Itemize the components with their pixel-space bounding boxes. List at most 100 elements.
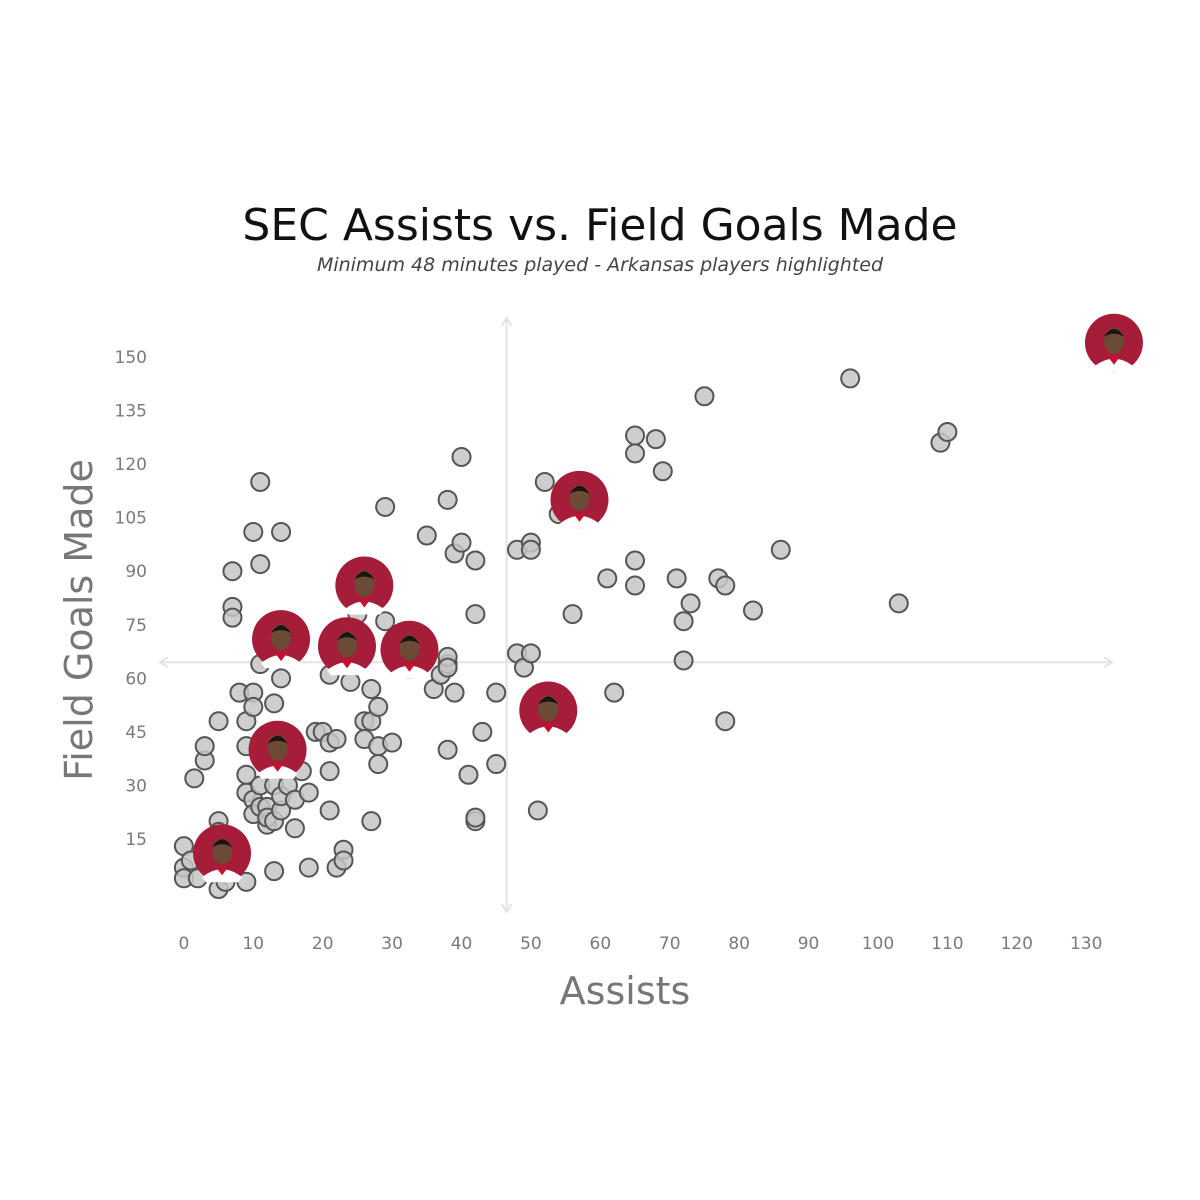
data-point: [625, 550, 646, 571]
y-tick-label: 60: [125, 669, 147, 689]
reference-lines: [158, 316, 1114, 914]
data-point: [534, 471, 555, 492]
jersey-collar: [1107, 356, 1120, 365]
arrow-down-icon: [500, 903, 513, 914]
data-point: [451, 532, 472, 553]
data-point: [319, 761, 340, 782]
data-point: [743, 600, 764, 621]
jersey-shape: [1093, 358, 1134, 372]
x-tick-label: 120: [1001, 934, 1033, 954]
highlighted-player-point: [252, 610, 311, 669]
data-point: [694, 386, 715, 407]
data-point: [465, 550, 486, 571]
data-point: [319, 800, 340, 821]
chart-subtitle: Minimum 48 minutes played - Arkansas pla…: [317, 254, 884, 276]
data-point: [625, 443, 646, 464]
data-point: [465, 604, 486, 625]
data-point: [437, 657, 458, 678]
jersey-collar: [403, 663, 416, 672]
data-point: [465, 807, 486, 828]
y-tick-label: 45: [125, 723, 147, 743]
highlighted-player-point: [317, 617, 376, 676]
data-point: [486, 682, 507, 703]
player-hair: [1103, 328, 1124, 337]
data-point: [458, 764, 479, 785]
data-point: [625, 575, 646, 596]
data-point: [444, 682, 465, 703]
jersey-shape: [528, 726, 569, 740]
x-axis-label: Assists: [560, 969, 691, 1013]
jersey-shape: [389, 665, 430, 679]
data-point: [222, 561, 243, 582]
data-point: [375, 611, 396, 632]
arrow-left-icon: [158, 656, 169, 669]
data-point: [333, 850, 354, 871]
jersey-collar: [358, 599, 371, 608]
data-point: [604, 682, 625, 703]
y-axis-ticks: 15 30 45 60 75 90 105 120 135 150: [115, 348, 147, 850]
data-point: [264, 693, 285, 714]
data-point: [652, 461, 673, 482]
data-point: [770, 539, 791, 560]
data-point: [472, 721, 493, 742]
player-hair: [354, 571, 375, 580]
data-point: [382, 732, 403, 753]
jersey-shape: [257, 765, 298, 779]
data-point: [597, 568, 618, 589]
data-point: [250, 471, 271, 492]
data-point: [527, 800, 548, 821]
jersey-collar: [542, 724, 555, 733]
data-point: [486, 754, 507, 775]
y-tick-label: 150: [115, 348, 147, 368]
data-point: [361, 811, 382, 832]
data-point: [673, 611, 694, 632]
jersey-shape: [344, 601, 385, 615]
x-tick-label: 130: [1070, 934, 1102, 954]
data-point: [222, 607, 243, 628]
chart-title: SEC Assists vs. Field Goals Made: [242, 200, 957, 251]
x-tick-label: 40: [451, 934, 473, 954]
data-point: [715, 711, 736, 732]
x-tick-label: 0: [178, 934, 189, 954]
data-point: [264, 861, 285, 882]
data-point: [451, 446, 472, 467]
data-point: [375, 496, 396, 517]
data-point: [368, 754, 389, 775]
jersey-collar: [340, 660, 353, 669]
x-tick-label: 110: [931, 934, 963, 954]
data-point: [271, 521, 292, 542]
data-point: [437, 739, 458, 760]
player-hair: [267, 735, 288, 744]
x-tick-label: 100: [862, 934, 894, 954]
data-point: [562, 604, 583, 625]
data-point: [184, 768, 205, 789]
data-points: [173, 368, 958, 900]
x-tick-label: 90: [798, 934, 820, 954]
data-point: [340, 671, 361, 692]
data-point: [840, 368, 861, 389]
data-point: [243, 696, 264, 717]
x-axis-ticks: 0 10 20 30 40 50 60 70 80 90 100 110 120 130: [178, 934, 1102, 954]
x-tick-label: 80: [728, 934, 750, 954]
data-point: [194, 736, 215, 757]
data-point: [298, 857, 319, 878]
x-tick-label: 70: [659, 934, 681, 954]
player-hair: [399, 635, 420, 644]
y-tick-label: 90: [125, 562, 147, 582]
data-point: [437, 489, 458, 510]
player-hair: [271, 625, 292, 634]
arrow-up-icon: [500, 316, 513, 327]
data-point: [937, 421, 958, 442]
data-point: [243, 521, 264, 542]
data-point: [236, 764, 257, 785]
data-point: [520, 643, 541, 664]
data-point: [271, 668, 292, 689]
y-axis-label: Field Goals Made: [57, 459, 101, 781]
jersey-shape: [202, 869, 243, 883]
highlighted-player-point: [193, 824, 252, 883]
y-tick-label: 15: [125, 830, 147, 850]
data-point: [416, 525, 437, 546]
x-tick-label: 60: [590, 934, 612, 954]
data-point: [625, 425, 646, 446]
